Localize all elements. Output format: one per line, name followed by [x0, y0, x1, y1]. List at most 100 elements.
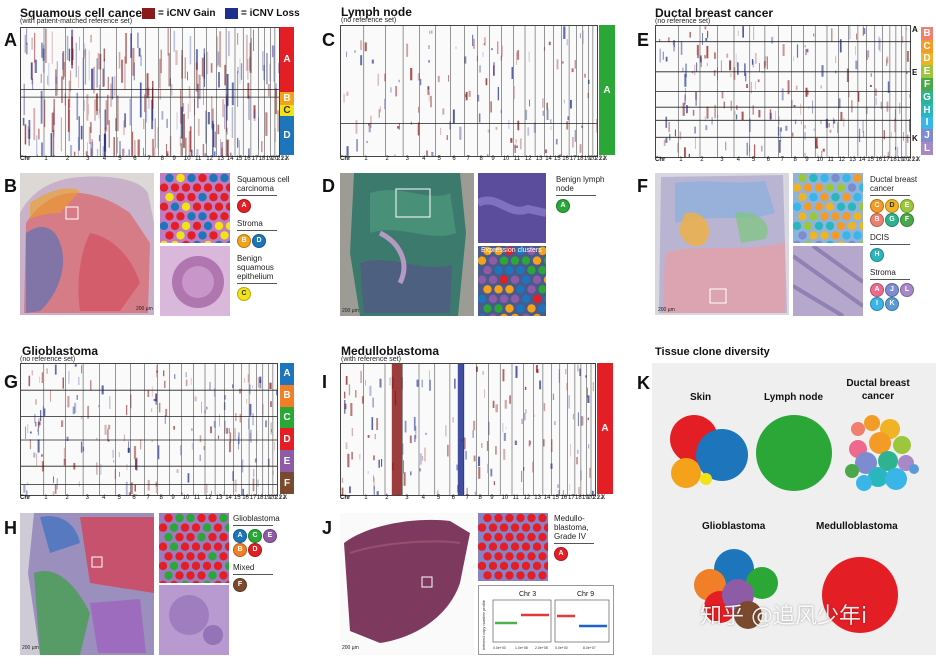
- heatmap-cell: [278, 110, 279, 132]
- heatmap-cell: [445, 425, 446, 436]
- loss-legend-swatch: [225, 8, 238, 19]
- inset-spot: [209, 193, 217, 201]
- inset-spot: [853, 193, 861, 201]
- chr-label: 18: [577, 156, 584, 162]
- inset-spot: [182, 183, 190, 191]
- heatmap-cell: [465, 451, 467, 460]
- inset-spot: [175, 514, 183, 522]
- heatmap-cell: [706, 46, 708, 58]
- heatmap-cell: [813, 34, 814, 37]
- legend-text: Medullo-blastoma, Grade IV: [554, 514, 606, 541]
- chr-label: 6: [133, 156, 136, 162]
- heatmap-cell: [868, 50, 869, 57]
- heatmap-cell: [120, 141, 121, 155]
- heatmap-cell: [152, 386, 153, 397]
- bubble-skin-d: [696, 429, 748, 481]
- chr-label: 18: [257, 495, 264, 501]
- heatmap-cell: [64, 448, 65, 461]
- inset-spot: [478, 295, 486, 303]
- inset-spot: [159, 581, 167, 583]
- heatmap-cell: [693, 110, 695, 116]
- cluster-c: C: [280, 407, 294, 429]
- heatmap-cell: [373, 475, 374, 482]
- heatmap-cell: [482, 371, 483, 375]
- heatmap-cell: [359, 454, 360, 460]
- inset-spot: [511, 295, 519, 303]
- legend-dot-a: A: [870, 283, 884, 297]
- heatmap-cell: [736, 54, 737, 67]
- cluster-b: B: [280, 385, 294, 407]
- inset-spot: [538, 571, 546, 579]
- heatmap-cell: [381, 459, 382, 467]
- heatmap-cell: [380, 106, 381, 112]
- panel-j-mini-chart: Inferred copy number profile Chr 3 Chr 9…: [478, 585, 614, 655]
- inset-spot: [209, 231, 217, 239]
- heatmap-cell: [230, 433, 232, 443]
- inset-spot: [208, 552, 216, 560]
- heatmap-cell: [32, 38, 33, 50]
- inset-spot: [219, 552, 227, 560]
- inset-spot: [165, 174, 173, 182]
- inset-spot: [848, 183, 856, 191]
- heatmap-cell: [195, 396, 197, 401]
- heatmap-cell: [39, 418, 40, 427]
- heatmap-cell: [588, 418, 589, 420]
- heatmap-chr-band: [392, 364, 402, 495]
- chr-label: 1: [364, 495, 367, 501]
- inset-spot: [176, 174, 184, 182]
- heatmap-svg: [656, 26, 910, 157]
- heatmap-cell: [89, 50, 90, 80]
- heatmap-cell: [685, 88, 686, 100]
- inset-spot: [483, 552, 491, 560]
- heatmap-cell: [347, 92, 349, 96]
- heatmap-cell: [262, 51, 264, 71]
- chr-label: 18: [575, 495, 582, 501]
- heatmap-cell: [754, 144, 755, 157]
- inset-spot: [192, 543, 200, 551]
- heatmap-cell: [252, 413, 254, 425]
- panel-b-inset-he: [160, 246, 230, 316]
- inset-spot: [511, 543, 519, 551]
- chr-label: 18: [259, 156, 266, 162]
- chr-label: 2: [385, 495, 388, 501]
- heatmap-cell: [105, 110, 107, 130]
- inset-spot: [483, 304, 491, 312]
- heatmap-cell: [516, 146, 518, 149]
- heatmap-cell: [377, 491, 379, 495]
- heatmap-cell: [68, 371, 69, 384]
- heatmap-cell: [466, 92, 468, 100]
- inset-spot: [527, 285, 535, 293]
- chr-label: 1: [364, 156, 367, 162]
- heatmap-cell: [557, 59, 559, 69]
- chr-label: X: [603, 156, 607, 162]
- heatmap-cell: [369, 386, 371, 396]
- chr-label: 11: [512, 495, 518, 501]
- heatmap-cell: [467, 488, 468, 495]
- heatmap-cell: [155, 118, 156, 147]
- heatmap-cell: [472, 35, 473, 46]
- chr-label: 4: [737, 157, 740, 163]
- heatmap-cell: [76, 43, 77, 78]
- heatmap-cell: [755, 53, 757, 64]
- heatmap-cell: [37, 429, 38, 432]
- inset-spot: [159, 562, 167, 570]
- heatmap-cell: [107, 95, 108, 125]
- inset-spot: [220, 174, 228, 182]
- heatmap-cell: [244, 378, 245, 383]
- heatmap-cell: [755, 82, 756, 90]
- inset-spot: [208, 571, 216, 579]
- heatmap-cell: [248, 418, 249, 429]
- inset-spot: [544, 543, 548, 551]
- heatmap-cell: [515, 145, 516, 154]
- heatmap-cell: [564, 100, 565, 104]
- heatmap-cell: [122, 149, 123, 156]
- inset-spot: [483, 571, 491, 579]
- heatmap-cell: [168, 28, 169, 55]
- heatmap-cell: [532, 462, 533, 473]
- bubble-ductal-i: [885, 468, 907, 490]
- inset-spot: [164, 533, 172, 541]
- inset-spot: [798, 231, 806, 239]
- heatmap-cell: [493, 62, 495, 75]
- inset-spot: [489, 276, 497, 284]
- inset-spot: [215, 222, 223, 230]
